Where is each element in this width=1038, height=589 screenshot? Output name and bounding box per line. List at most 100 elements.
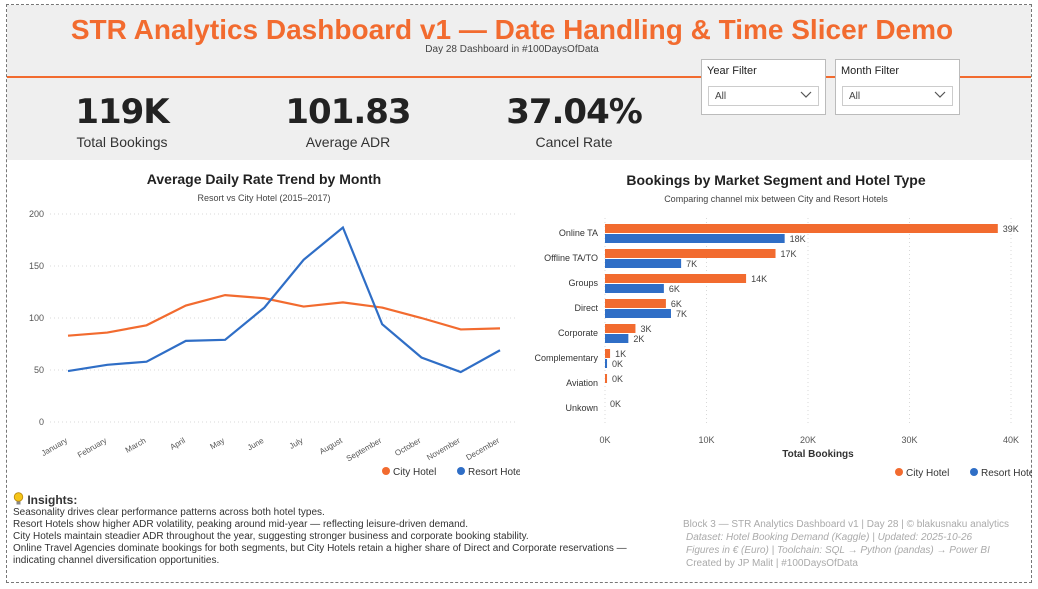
x-tick-label: January	[40, 436, 69, 458]
y-tick-label: 200	[29, 209, 44, 219]
bar-resort-hotel	[605, 359, 608, 368]
bar-chart: 0K 10K 20K 30K 40K Total Bookings Online TA 39K…	[534, 218, 1032, 479]
year-filter-value: All	[715, 91, 727, 102]
kpi-value: 101.83	[285, 92, 411, 132]
x-tick-label: November	[425, 436, 462, 462]
x-tick-label: 20K	[800, 435, 816, 445]
insight-line: Online Travel Agencies dominate bookings…	[13, 543, 627, 554]
x-tick-label: February	[76, 436, 108, 460]
x-tick-label: March	[124, 436, 148, 455]
bar-data-label: 2K	[633, 334, 644, 344]
bar-data-label: 6K	[669, 284, 680, 294]
year-filter: Year Filter All	[701, 59, 826, 115]
category-label: Groups	[568, 278, 598, 288]
kpi-average-adr: 101.83 Average ADR	[248, 92, 448, 150]
bar-data-label: 0K	[612, 374, 623, 384]
y-tick-label: 50	[34, 365, 44, 375]
bar-data-label: 0K	[612, 359, 623, 369]
kpi-value: 119K	[75, 92, 169, 132]
legend-marker	[457, 467, 465, 475]
year-filter-label: Year Filter	[707, 65, 757, 77]
footer-line-toolchain: Figures in € (Euro) | Toolchain: SQL → P…	[686, 545, 990, 556]
insight-line: City Hotels maintain steadier ADR throug…	[13, 531, 529, 542]
x-tick-label: April	[168, 436, 187, 452]
line-chart-title: Average Daily Rate Trend by Month	[146, 171, 382, 187]
bar-city-hotel	[605, 249, 776, 258]
bar-resort-hotel	[605, 259, 682, 268]
x-tick-label: August	[318, 436, 345, 457]
bar-resort-hotel	[605, 234, 785, 243]
bar-data-label: 7K	[686, 259, 697, 269]
x-tick-label: December	[465, 436, 502, 462]
x-tick-label: June	[246, 436, 266, 453]
bar-resort-hotel	[605, 309, 671, 318]
x-tick-label: 40K	[1003, 435, 1019, 445]
y-tick-label: 0	[39, 417, 44, 427]
x-tick-label: 10K	[698, 435, 714, 445]
category-label: Complementary	[534, 353, 598, 363]
legend-label: Resort Hotel	[468, 467, 520, 478]
page-subtitle: Day 28 Dashboard in #100DaysOfData	[425, 44, 599, 55]
x-axis-title: Total Bookings	[782, 449, 854, 460]
bar-data-label: 7K	[676, 309, 687, 319]
footer-line-block: Block 3 — STR Analytics Dashboard v1 | D…	[683, 519, 1010, 530]
bar-city-hotel	[605, 299, 666, 308]
category-label: Aviation	[566, 378, 598, 388]
legend-marker	[970, 468, 978, 476]
line-chart: 0 50 100 150 200 January February March April May…	[29, 209, 520, 478]
line-chart-subtitle: Resort vs City Hotel (2015–2017)	[197, 193, 331, 203]
category-label: Corporate	[558, 328, 598, 338]
bar-chart-subtitle: Comparing channel mix between City and R…	[664, 194, 888, 204]
legend-label: City Hotel	[393, 467, 436, 478]
x-tick-label: July	[288, 436, 305, 451]
bar-city-hotel	[605, 349, 611, 358]
category-label: Direct	[574, 303, 598, 313]
bar-data-label: 39K	[1003, 224, 1019, 234]
chevron-down-icon	[800, 89, 812, 102]
bar-city-hotel	[605, 324, 636, 333]
legend-marker	[382, 467, 390, 475]
bar-city-hotel	[605, 224, 998, 233]
dashboard-frame	[6, 4, 1032, 583]
footer-line-dataset: Dataset: Hotel Booking Demand (Kaggle) |…	[686, 532, 973, 543]
lightbulb-icon	[13, 492, 27, 507]
page-title: STR Analytics Dashboard v1 — Date Handli…	[70, 14, 954, 45]
bar-data-label: 0K	[610, 399, 621, 409]
bar-data-label: 18K	[790, 234, 806, 244]
series-line-resort-hotel	[67, 225, 501, 374]
bar-resort-hotel	[605, 284, 664, 293]
insight-line: Resort Hotels show higher ADR volatility…	[13, 519, 469, 530]
bar-data-label: 17K	[781, 249, 797, 259]
y-tick-label: 100	[29, 313, 44, 323]
footer-credits: Block 3 — STR Analytics Dashboard v1 | D…	[683, 518, 1028, 570]
kpi-label: Total Bookings	[76, 134, 168, 150]
header-divider	[7, 76, 1031, 78]
insights-panel: Insights: Seasonality drives clear perfo…	[13, 492, 693, 567]
bar-data-label: 6K	[671, 299, 682, 309]
month-filter-dropdown[interactable]: All	[842, 86, 953, 106]
category-label: Offline TA/TO	[544, 253, 598, 263]
x-tick-label: 0K	[599, 435, 610, 445]
month-filter-value: All	[849, 91, 861, 102]
month-filter-label: Month Filter	[841, 65, 900, 77]
category-label: Online TA	[559, 228, 598, 238]
bar-city-hotel	[605, 274, 747, 283]
chevron-down-icon	[934, 89, 946, 102]
legend-label: City Hotel	[906, 468, 949, 479]
bar-resort-hotel	[605, 334, 629, 343]
insight-line: Seasonality drives clear performance pat…	[13, 507, 325, 518]
x-tick-label: May	[208, 436, 226, 451]
kpi-cancel-rate: 37.04% Cancel Rate	[474, 92, 674, 150]
bar-data-label: 1K	[615, 349, 626, 359]
bar-data-label: 3K	[640, 324, 651, 334]
legend-label: Resort Hotel	[981, 468, 1032, 479]
kpi-total-bookings: 119K Total Bookings	[22, 92, 222, 150]
y-tick-label: 150	[29, 261, 44, 271]
legend-marker	[895, 468, 903, 476]
insight-line: indicating channel diversification oppor…	[13, 555, 220, 566]
insights-heading: Insights:	[13, 492, 693, 507]
category-label: Unkown	[565, 403, 598, 413]
month-filter: Month Filter All	[835, 59, 960, 115]
x-tick-label: September	[345, 436, 384, 464]
year-filter-dropdown[interactable]: All	[708, 86, 819, 106]
